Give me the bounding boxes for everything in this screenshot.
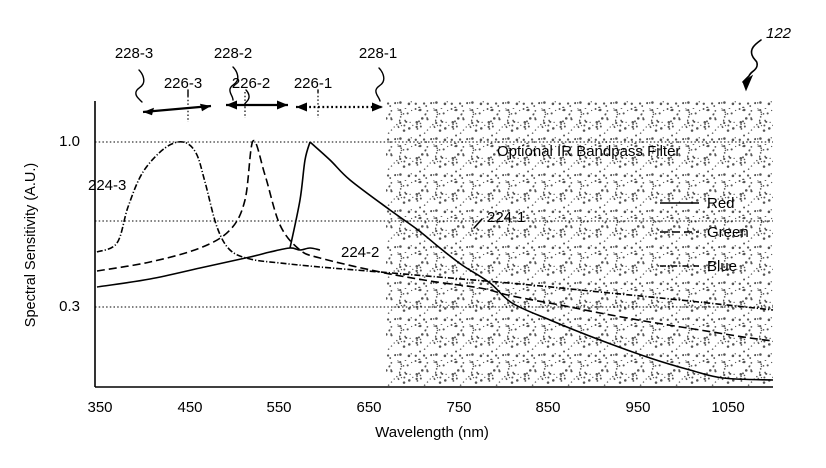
svg-text:850: 850 (535, 399, 560, 416)
svg-text:122: 122 (766, 25, 792, 42)
svg-text:Blue: Blue (707, 258, 737, 275)
svg-text:228-3: 228-3 (115, 45, 153, 62)
svg-text:228-2: 228-2 (214, 45, 252, 62)
svg-text:350: 350 (87, 399, 112, 416)
svg-text:1.0: 1.0 (59, 133, 80, 150)
svg-text:750: 750 (446, 399, 471, 416)
svg-text:224-3: 224-3 (88, 177, 126, 194)
svg-text:650: 650 (356, 399, 381, 416)
svg-text:950: 950 (625, 399, 650, 416)
svg-text:Spectral Sensitivity (A.U.): Spectral Sensitivity (A.U.) (23, 163, 39, 327)
svg-text:224-2: 224-2 (341, 244, 379, 261)
svg-text:226-3: 226-3 (164, 75, 202, 92)
svg-text:450: 450 (177, 399, 202, 416)
svg-text:Green: Green (707, 224, 749, 241)
svg-text:550: 550 (266, 399, 291, 416)
svg-text:Red: Red (707, 195, 735, 212)
svg-text:224-1: 224-1 (487, 209, 525, 226)
svg-text:1050: 1050 (711, 399, 744, 416)
svg-text:226-2: 226-2 (232, 75, 270, 92)
svg-text:Wavelength (nm): Wavelength (nm) (375, 424, 489, 441)
svg-text:226-1: 226-1 (294, 75, 332, 92)
svg-text:228-1: 228-1 (359, 45, 397, 62)
svg-text:0.3: 0.3 (59, 298, 80, 315)
svg-text:Optional IR Bandpass Filter: Optional IR Bandpass Filter (497, 143, 680, 160)
